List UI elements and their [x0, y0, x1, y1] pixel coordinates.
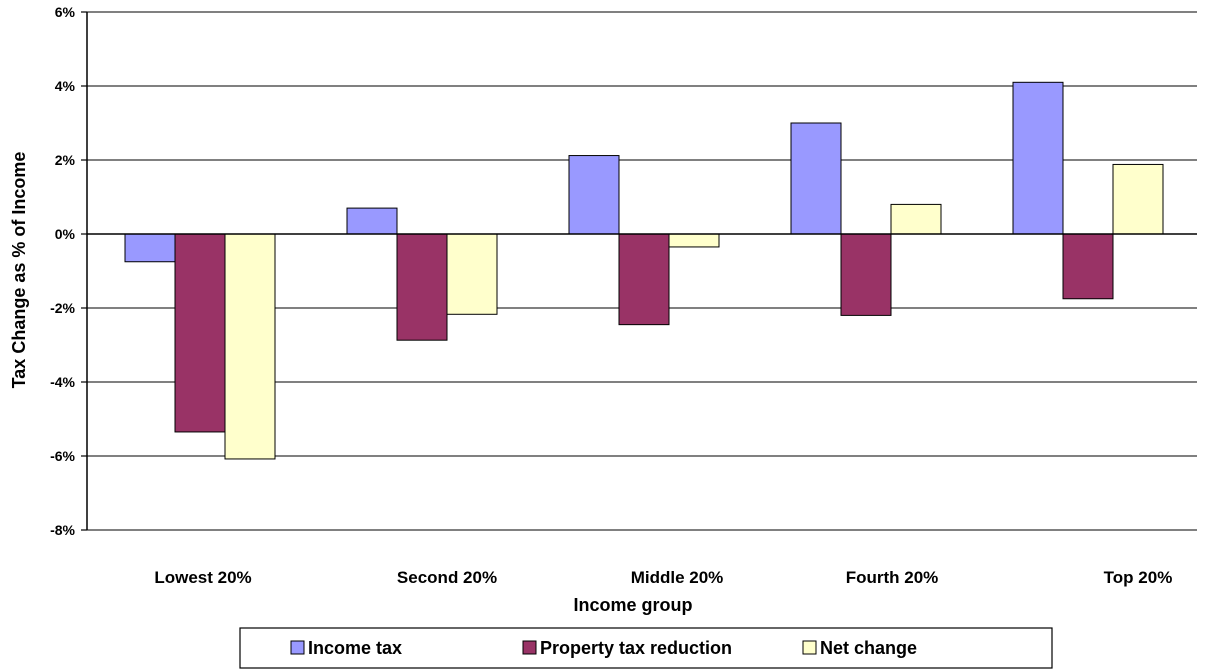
x-tick-label: Middle 20%: [631, 568, 724, 587]
bar-1-2: [618, 233, 670, 326]
legend-label: Income tax: [308, 638, 402, 658]
legend-swatch: [290, 640, 305, 655]
bar-2-2: [668, 233, 720, 248]
bar-1-4: [1062, 233, 1114, 300]
bar-0-2: [568, 155, 620, 235]
x-tick-label: Fourth 20%: [846, 568, 939, 587]
bar-1-0: [174, 233, 226, 433]
y-tick-label: 0%: [55, 226, 76, 242]
y-tick-label: -2%: [50, 300, 75, 316]
x-tick-labels: Lowest 20% Second 20% Middle 20% Fourth 20%…: [154, 568, 1172, 587]
legend-label: Net change: [820, 638, 917, 658]
y-tick-label: 6%: [55, 4, 76, 20]
x-tick-label: Lowest 20%: [154, 568, 251, 587]
bar-2-0: [224, 233, 276, 460]
y-tick-label: -8%: [50, 522, 75, 538]
y-tick-labels: 6% 4% 2% 0% -2% -4% -6% -8%: [50, 4, 75, 538]
legend-swatch: [802, 640, 817, 655]
legend-label: Property tax reduction: [540, 638, 732, 658]
legend-swatch: [522, 640, 537, 655]
y-tick-label: -4%: [50, 374, 75, 390]
x-tick-label: Top 20%: [1104, 568, 1173, 587]
y-tick-label: 2%: [55, 152, 76, 168]
bar-1-1: [396, 233, 448, 341]
x-tick-label: Second 20%: [397, 568, 497, 587]
y-tick-label: -6%: [50, 448, 75, 464]
bar-0-3: [790, 122, 842, 235]
bar-2-4: [1112, 163, 1164, 235]
x-axis-title: Income group: [573, 595, 692, 615]
y-axis-title: Tax Change as % of Income: [9, 152, 29, 389]
bar-0-1: [346, 207, 398, 235]
bar-1-3: [840, 233, 892, 316]
bar-2-1: [446, 233, 498, 315]
bar-0-4: [1012, 81, 1064, 235]
bar-0-0: [124, 233, 176, 263]
legend: Income tax Property tax reduction Net chan…: [239, 627, 1053, 669]
y-tick-label: 4%: [55, 78, 76, 94]
bars: [124, 81, 1164, 460]
bar-2-3: [890, 203, 942, 235]
legend-box: [239, 627, 1053, 669]
